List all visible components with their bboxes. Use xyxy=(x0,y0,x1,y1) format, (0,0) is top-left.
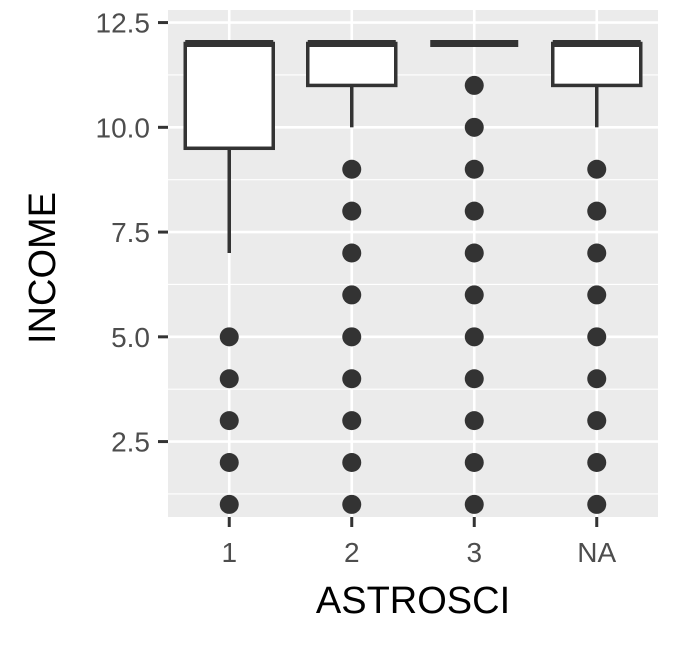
boxes-layer xyxy=(183,40,643,254)
box-body xyxy=(183,41,275,151)
x-tick-label: 1 xyxy=(221,537,237,568)
x-tick-label: 3 xyxy=(466,537,482,568)
x-axis: 1 2 3 NA xyxy=(221,517,617,568)
box-body xyxy=(306,41,398,88)
outlier-point xyxy=(464,75,484,95)
outlier-point xyxy=(464,117,484,137)
outlier-point xyxy=(219,411,239,431)
outlier-point xyxy=(219,369,239,389)
outlier-point xyxy=(587,411,607,431)
outlier-point xyxy=(219,494,239,514)
outlier-point xyxy=(587,159,607,179)
outlier-point xyxy=(587,285,607,305)
outlier-point xyxy=(464,285,484,305)
outlier-point xyxy=(464,243,484,263)
box-body xyxy=(551,41,643,88)
outlier-point xyxy=(464,494,484,514)
outlier-point xyxy=(464,327,484,347)
outlier-point xyxy=(587,369,607,389)
outlier-point xyxy=(342,327,362,347)
outlier-point xyxy=(464,201,484,221)
outlier-point xyxy=(464,453,484,473)
y-axis: 2.5 5.0 7.5 10.0 12.5 xyxy=(96,8,168,458)
outlier-point xyxy=(587,494,607,514)
x-axis-title: ASTROSCI xyxy=(316,580,510,622)
y-axis-title: INCOME xyxy=(22,192,64,344)
x-tick-label: 2 xyxy=(344,537,360,568)
outlier-points-layer xyxy=(219,75,607,514)
outlier-point xyxy=(342,159,362,179)
x-tick-label: NA xyxy=(577,537,616,568)
outlier-point xyxy=(342,453,362,473)
outlier-point xyxy=(342,201,362,221)
outlier-point xyxy=(342,369,362,389)
y-tick-label: 2.5 xyxy=(111,427,150,458)
outlier-point xyxy=(464,411,484,431)
outlier-point xyxy=(342,411,362,431)
outlier-point xyxy=(587,243,607,263)
box-2 xyxy=(306,40,398,128)
outlier-point xyxy=(219,453,239,473)
outlier-point xyxy=(342,494,362,514)
outlier-point xyxy=(587,327,607,347)
y-tick-label: 5.0 xyxy=(111,322,150,353)
outlier-point xyxy=(587,453,607,473)
box-NA xyxy=(551,40,643,128)
outlier-point xyxy=(464,159,484,179)
outlier-point xyxy=(219,327,239,347)
outlier-point xyxy=(587,201,607,221)
y-tick-label: 12.5 xyxy=(96,8,151,39)
minor-gridlines xyxy=(168,74,658,495)
y-tick-label: 10.0 xyxy=(96,112,151,143)
box-1 xyxy=(183,40,275,254)
outlier-point xyxy=(342,243,362,263)
y-tick-label: 7.5 xyxy=(111,217,150,248)
outlier-point xyxy=(464,369,484,389)
outlier-point xyxy=(342,285,362,305)
